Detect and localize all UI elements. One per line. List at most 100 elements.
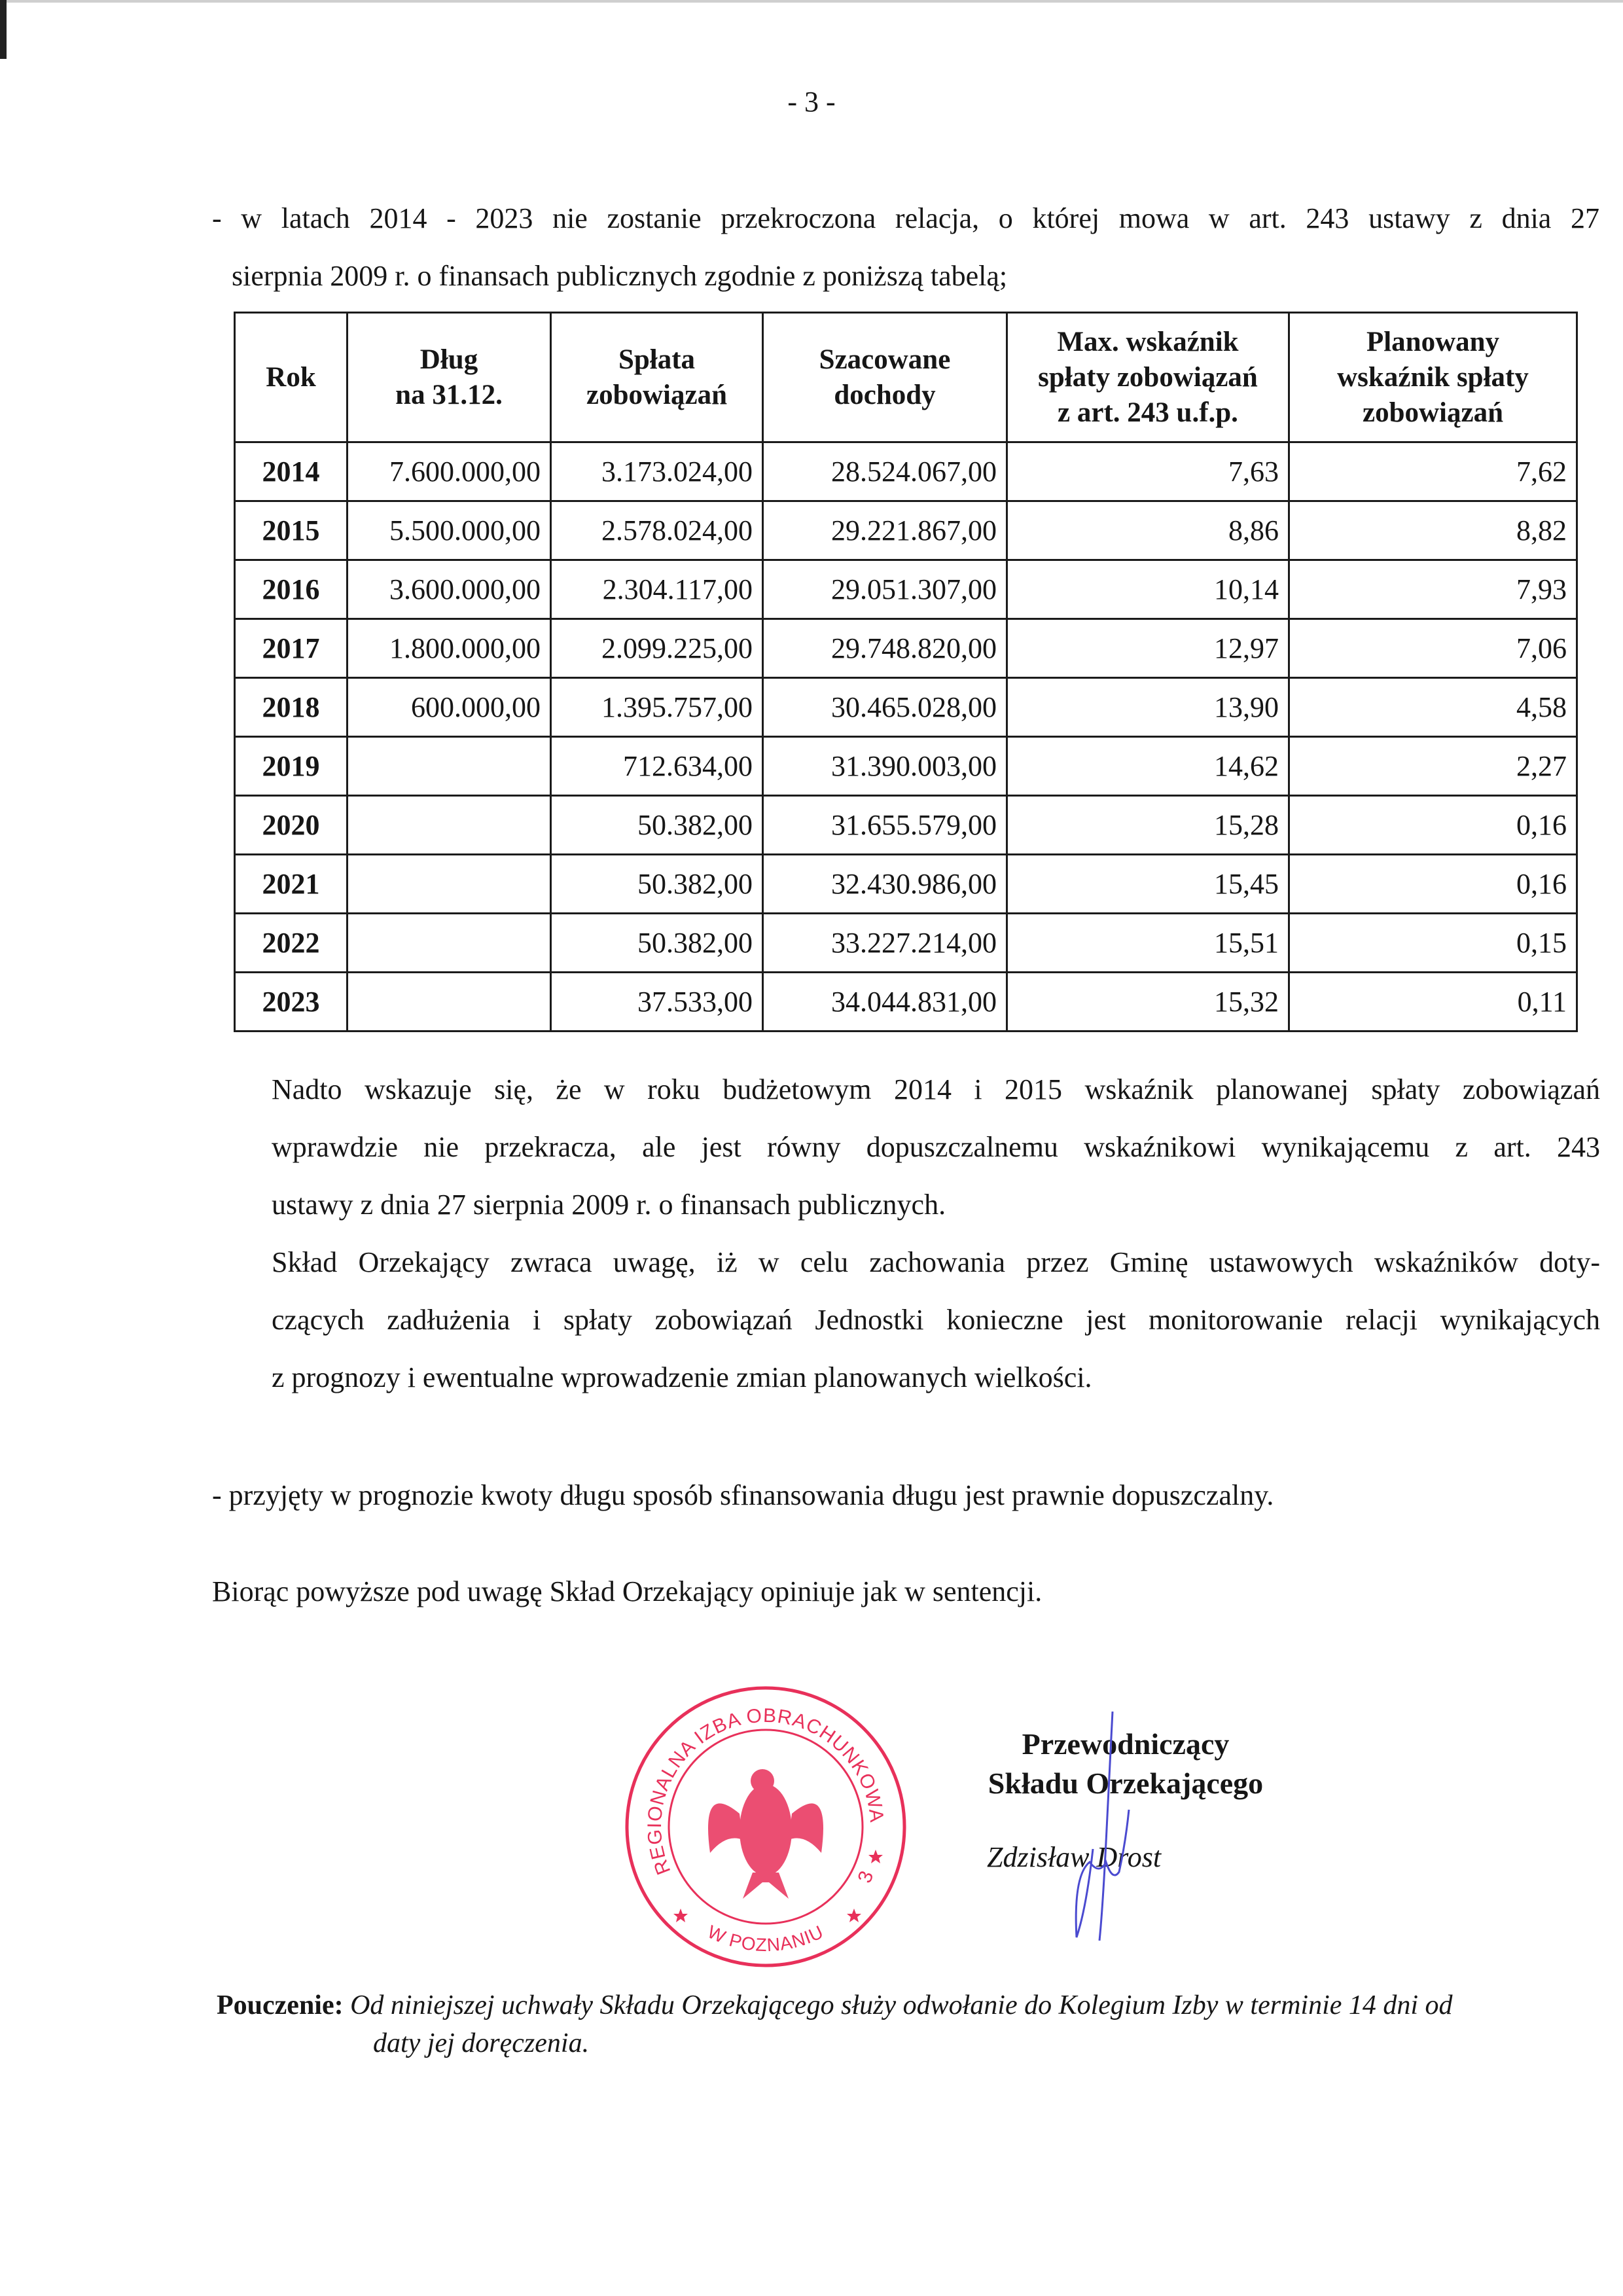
cell-income: 29.051.307,00 xyxy=(762,559,1008,620)
cell-max-ratio: 15,45 xyxy=(1006,853,1290,914)
signature-title-line-2: Składu Orzekającego xyxy=(988,1767,1264,1800)
eagle-emblem-icon xyxy=(708,1769,823,1899)
cell-repayment: 50.382,00 xyxy=(550,912,764,973)
stamp-number: 3 xyxy=(854,1868,878,1886)
cell-planned-ratio: 4,58 xyxy=(1288,677,1578,738)
cell-planned-ratio: 0,16 xyxy=(1288,853,1578,914)
cell-max-ratio: 13,90 xyxy=(1006,677,1290,738)
table-row: 2017 1.800.000,00 2.099.225,00 29.748.820,0… xyxy=(234,618,1578,679)
table-row: 2018 600.000,00 1.395.757,00 30.465.028,00 1… xyxy=(234,677,1578,738)
table-row: 2022 50.382,00 33.227.214,00 15,51 0,15 xyxy=(234,912,1578,973)
conclusion: Biorąc powyższe pod uwagę Skład Orzekają… xyxy=(212,1575,1043,1607)
cell-year: 2015 xyxy=(234,500,348,561)
table-header-row: Rok Dług na 31.12. Spłata zobowiązań Szaco… xyxy=(234,312,1578,443)
nadto-line: z prognozy i ewentualne wprowadzenie zmi… xyxy=(272,1361,1092,1393)
table-row: 2015 5.500.000,00 2.578.024,00 29.221.867,0… xyxy=(234,500,1578,561)
nadto-line: Nadto wskazuje się, że w roku budżetowym… xyxy=(272,1073,1600,1105)
header-debt: Dług na 31.12. xyxy=(346,312,552,443)
cell-year: 2023 xyxy=(234,971,348,1032)
cell-max-ratio: 8,86 xyxy=(1006,500,1290,561)
cell-debt xyxy=(346,736,552,797)
cell-income: 30.465.028,00 xyxy=(762,677,1008,738)
cell-income: 31.655.579,00 xyxy=(762,795,1008,855)
cell-income: 33.227.214,00 xyxy=(762,912,1008,973)
instruction-notice: Pouczenie: Od niniejszej uchwały Składu … xyxy=(217,1986,1604,2062)
debt-table: Rok Dług na 31.12. Spłata zobowiązań Szaco… xyxy=(234,312,1578,1032)
cell-planned-ratio: 7,06 xyxy=(1288,618,1578,679)
handwritten-signature xyxy=(1075,1712,1130,1941)
scan-edge-top xyxy=(0,0,1623,3)
cell-max-ratio: 15,28 xyxy=(1006,795,1290,855)
cell-max-ratio: 15,32 xyxy=(1006,971,1290,1032)
cell-income: 29.748.820,00 xyxy=(762,618,1008,679)
cell-planned-ratio: 0,11 xyxy=(1288,971,1578,1032)
cell-year: 2019 xyxy=(234,736,348,797)
cell-income: 28.524.067,00 xyxy=(762,441,1008,502)
table-row: 2023 37.533,00 34.044.831,00 15,32 0,11 xyxy=(234,971,1578,1032)
financing-statement: - przyjęty w prognozie kwoty długu sposó… xyxy=(212,1479,1274,1511)
header-repayment: Spłata zobowiązań xyxy=(550,312,764,443)
cell-planned-ratio: 7,62 xyxy=(1288,441,1578,502)
stamp-outer-ring xyxy=(625,1686,906,1967)
scan-edge-mark xyxy=(0,0,7,59)
cell-planned-ratio: 0,16 xyxy=(1288,795,1578,855)
cell-planned-ratio: 8,82 xyxy=(1288,500,1578,561)
cell-repayment: 37.533,00 xyxy=(550,971,764,1032)
cell-max-ratio: 10,14 xyxy=(1006,559,1290,620)
header-max-ratio: Max. wskaźnik spłaty zobowiązań z art. 243… xyxy=(1006,312,1290,443)
cell-year: 2021 xyxy=(234,853,348,914)
instruction-label: Pouczenie: xyxy=(217,1990,344,2020)
cell-debt: 600.000,00 xyxy=(346,677,552,738)
cell-year: 2014 xyxy=(234,441,348,502)
cell-repayment: 712.634,00 xyxy=(550,736,764,797)
table-row: 2020 50.382,00 31.655.579,00 15,28 0,16 xyxy=(234,795,1578,855)
table-row: 2016 3.600.000,00 2.304.117,00 29.051.307,0… xyxy=(234,559,1578,620)
cell-repayment: 2.099.225,00 xyxy=(550,618,764,679)
nadto-line: Skład Orzekający zwraca uwagę, iż w celu… xyxy=(272,1246,1600,1278)
cell-income: 29.221.867,00 xyxy=(762,500,1008,561)
cell-year: 2020 xyxy=(234,795,348,855)
intro-paragraph: - w latach 2014 - 2023 nie zostanie prze… xyxy=(212,190,1599,305)
cell-repayment: 50.382,00 xyxy=(550,795,764,855)
cell-debt: 1.800.000,00 xyxy=(346,618,552,679)
cell-planned-ratio: 0,15 xyxy=(1288,912,1578,973)
header-income: Szacowane dochody xyxy=(762,312,1008,443)
table-row: 2014 7.600.000,00 3.173.024,00 28.524.067,0… xyxy=(234,441,1578,502)
nadto-line: ustawy z dnia 27 sierpnia 2009 r. o fina… xyxy=(272,1189,946,1221)
document-body: - w latach 2014 - 2023 nie zostanie prze… xyxy=(212,190,1600,2062)
cell-debt xyxy=(346,971,552,1032)
cell-debt xyxy=(346,853,552,914)
intro-line-1: - w latach 2014 - 2023 nie zostanie prze… xyxy=(212,202,1599,234)
page-number: - 3 - xyxy=(787,86,836,118)
cell-debt: 7.600.000,00 xyxy=(346,441,552,502)
cell-year: 2016 xyxy=(234,559,348,620)
intro-line-2: sierpnia 2009 r. o finansach publicznych… xyxy=(232,260,1008,292)
cell-max-ratio: 14,62 xyxy=(1006,736,1290,797)
header-year: Rok xyxy=(234,312,348,443)
cell-income: 34.044.831,00 xyxy=(762,971,1008,1032)
stamp-inner-ring xyxy=(668,1729,864,1925)
cell-debt: 5.500.000,00 xyxy=(346,500,552,561)
cell-repayment: 2.304.117,00 xyxy=(550,559,764,620)
cell-income: 32.430.986,00 xyxy=(762,853,1008,914)
instruction-text-line-1: Od niniejszej uchwały Składu Orzekająceg… xyxy=(350,1990,1453,2020)
nadto-paragraph: Nadto wskazuje się, że w roku budżetowym… xyxy=(272,1061,1600,1407)
cell-income: 31.390.003,00 xyxy=(762,736,1008,797)
cell-repayment: 2.578.024,00 xyxy=(550,500,764,561)
cell-repayment: 3.173.024,00 xyxy=(550,441,764,502)
table-row: 2019 712.634,00 31.390.003,00 14,62 2,27 xyxy=(234,736,1578,797)
stamp-bottom-text: W POZNANIU xyxy=(705,1922,827,1956)
cell-planned-ratio: 7,93 xyxy=(1288,559,1578,620)
cell-year: 2018 xyxy=(234,677,348,738)
cell-max-ratio: 15,51 xyxy=(1006,912,1290,973)
signature-section: REGIONALNA IZBA OBRACHUNKOWA W POZNANIU … xyxy=(212,1683,1599,1971)
nadto-line: czących zadłużenia i spłaty zobowiązań J… xyxy=(272,1304,1600,1336)
cell-debt: 3.600.000,00 xyxy=(346,559,552,620)
cell-repayment: 1.395.757,00 xyxy=(550,677,764,738)
instruction-line-1: Pouczenie: Od niniejszej uchwały Składu … xyxy=(217,1986,1604,2024)
cell-planned-ratio: 2,27 xyxy=(1288,736,1578,797)
cell-max-ratio: 7,63 xyxy=(1006,441,1290,502)
header-planned-ratio: Planowany wskaźnik spłaty zobowiązań xyxy=(1288,312,1578,443)
stamp-star-icon xyxy=(673,1850,883,1922)
signature-title-line-1: Przewodniczący xyxy=(1022,1727,1230,1761)
